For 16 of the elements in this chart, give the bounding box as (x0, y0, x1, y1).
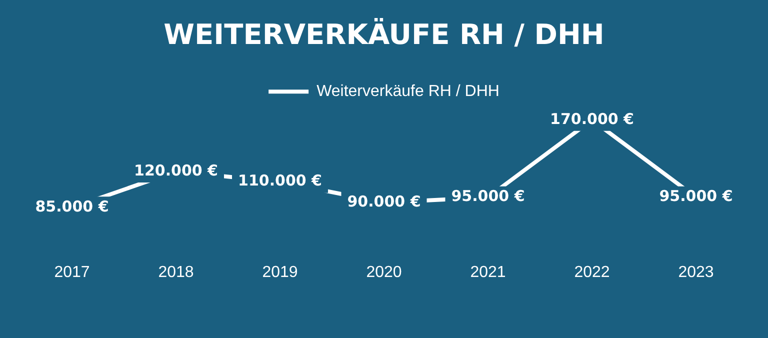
data-label: 120.000 € (134, 161, 218, 180)
x-tick-label: 2021 (470, 264, 506, 281)
legend-label: Weiterverkäufe RH / DHH (316, 83, 500, 100)
x-tick-label: 2023 (678, 264, 714, 281)
data-label: 85.000 € (35, 198, 109, 216)
x-tick-label: 2020 (366, 264, 402, 281)
data-label: 95.000 € (659, 187, 733, 206)
x-tick-label: 2022 (574, 264, 610, 281)
x-tick-label: 2018 (158, 264, 194, 281)
x-tick-label: 2019 (262, 264, 298, 281)
data-label: 110.000 € (238, 172, 322, 190)
x-tick-label: 2017 (54, 264, 90, 281)
data-label: 95.000 € (451, 187, 525, 206)
data-label: 90.000 € (347, 192, 421, 210)
chart-title: WEITERVERKÄUFE RH / DHH (164, 18, 604, 52)
data-label: 170.000 € (550, 110, 634, 128)
